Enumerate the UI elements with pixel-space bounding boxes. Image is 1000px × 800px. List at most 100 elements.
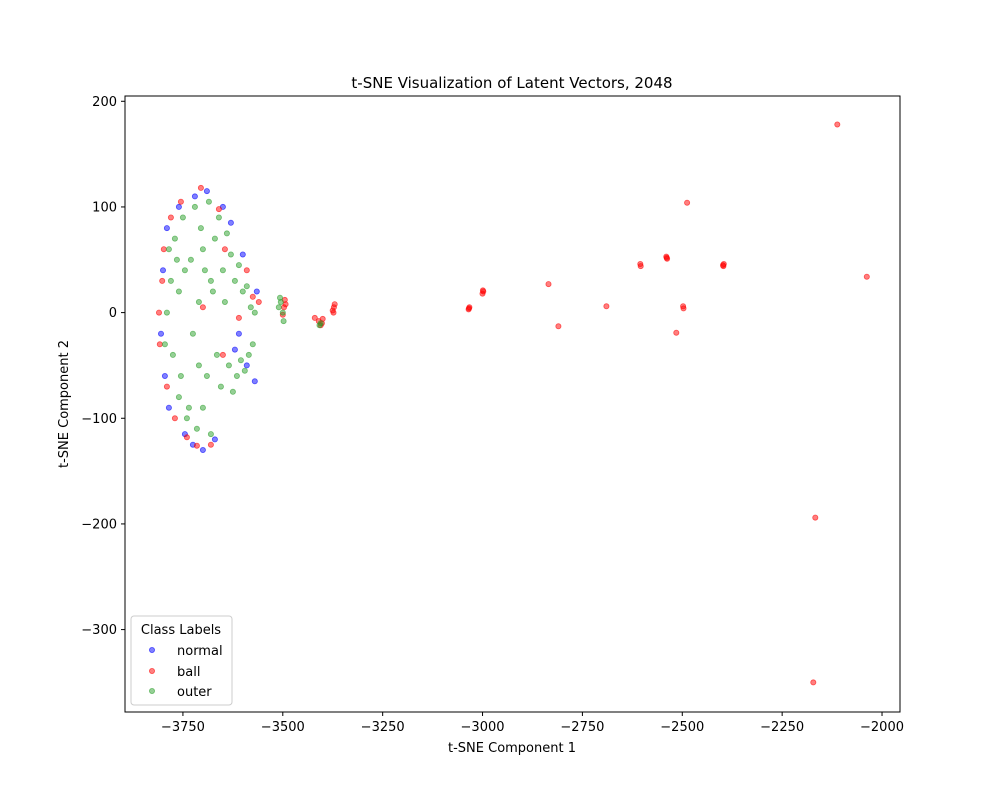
series-normal (157, 188, 260, 453)
data-point-ball (255, 298, 262, 305)
data-point-outer (163, 309, 170, 316)
data-point-outer (177, 372, 184, 379)
data-point-outer (207, 277, 214, 284)
data-point-ball (545, 281, 552, 288)
legend-label-outer: outer (177, 685, 212, 700)
data-point-ball (197, 184, 204, 191)
data-point-outer (279, 309, 286, 316)
data-point-ball (171, 415, 178, 422)
data-point-outer (205, 198, 212, 205)
data-point-ball (199, 304, 206, 311)
data-point-outer (185, 404, 192, 411)
data-point-outer (209, 288, 216, 295)
data-point-outer (175, 288, 182, 295)
data-point-outer (211, 235, 218, 242)
data-point-normal (227, 219, 234, 226)
data-point-outer (219, 267, 226, 274)
y-tick-label: −300 (81, 623, 117, 638)
legend-marker-normal (148, 647, 155, 654)
data-point-normal (165, 404, 172, 411)
data-point-outer (245, 351, 252, 358)
legend: Class Labels normal ball outer (130, 615, 233, 706)
data-point-outer (251, 309, 258, 316)
data-point-ball (603, 303, 610, 310)
data-point-outer (195, 298, 202, 305)
data-point-outer (249, 341, 256, 348)
data-point-outer (167, 277, 174, 284)
data-point-ball (834, 121, 841, 128)
x-axis-label: t-SNE Component 1 (448, 741, 576, 756)
data-point-outer (241, 367, 248, 374)
data-point-ball (282, 301, 289, 308)
data-point-normal (175, 203, 182, 210)
x-tick-label: −3000 (461, 720, 505, 735)
x-tick-label: −2250 (760, 720, 804, 735)
x-tick-label: −2000 (860, 720, 904, 735)
data-point-ball (207, 441, 214, 448)
data-point-outer (231, 277, 238, 284)
data-point-outer (276, 294, 283, 301)
legend-frame (130, 615, 233, 706)
y-axis-label: t-SNE Component 2 (57, 340, 72, 468)
x-tick-label: −3500 (261, 720, 305, 735)
data-point-ball (330, 309, 337, 316)
data-point-ball (465, 305, 472, 312)
chart-title: t-SNE Visualization of Latent Vectors, 2… (351, 74, 672, 92)
data-point-outer (161, 341, 168, 348)
data-point-normal (253, 288, 260, 295)
data-point-ball (235, 314, 242, 321)
legend-label-normal: normal (177, 644, 223, 659)
data-point-normal (191, 193, 198, 200)
data-point-normal (159, 267, 166, 274)
data-point-ball (219, 351, 226, 358)
y-tick-label: 0 (109, 306, 117, 321)
data-point-ball (720, 260, 727, 267)
data-point-ball (637, 263, 644, 270)
data-point-ball (479, 287, 486, 294)
data-point-ball (663, 254, 670, 261)
plot-frame (124, 95, 901, 713)
data-point-outer (215, 214, 222, 221)
y-tick-label: 200 (92, 95, 117, 110)
data-point-outer (316, 322, 323, 329)
data-point-outer (227, 251, 234, 258)
data-point-ball (177, 198, 184, 205)
data-point-normal (251, 378, 258, 385)
data-point-outer (229, 388, 236, 395)
data-point-outer (175, 394, 182, 401)
series-outer (161, 198, 324, 438)
data-point-ball (155, 309, 162, 316)
legend-label-ball: ball (177, 665, 200, 680)
data-point-outer (199, 246, 206, 253)
data-point-outer (213, 351, 220, 358)
data-point-normal (235, 330, 242, 337)
data-point-outer (237, 357, 244, 364)
data-point-ball (331, 301, 338, 308)
data-point-outer (191, 203, 198, 210)
data-point-outer (275, 304, 282, 311)
data-point-normal (239, 251, 246, 258)
data-point-ball (810, 679, 817, 686)
data-point-normal (163, 225, 170, 232)
data-point-normal (199, 446, 206, 453)
x-tick-label: −2500 (660, 720, 704, 735)
data-point-ball (243, 267, 250, 274)
data-point-outer (169, 351, 176, 358)
data-point-ball (680, 305, 687, 312)
data-point-outer (221, 298, 228, 305)
data-point-ball (156, 341, 163, 348)
data-point-ball (555, 323, 562, 330)
data-point-outer (207, 431, 214, 438)
data-point-normal (161, 372, 168, 379)
data-point-outer (179, 214, 186, 221)
data-point-outer (197, 225, 204, 232)
data-point-outer (225, 362, 232, 369)
y-tick-label: −200 (81, 517, 117, 532)
data-point-outer (247, 304, 254, 311)
data-point-ball (193, 442, 200, 449)
data-point-ball (311, 314, 318, 321)
y-tick-label: 100 (92, 200, 117, 215)
data-point-outer (193, 425, 200, 432)
data-point-outer (199, 404, 206, 411)
data-point-normal (203, 188, 210, 195)
